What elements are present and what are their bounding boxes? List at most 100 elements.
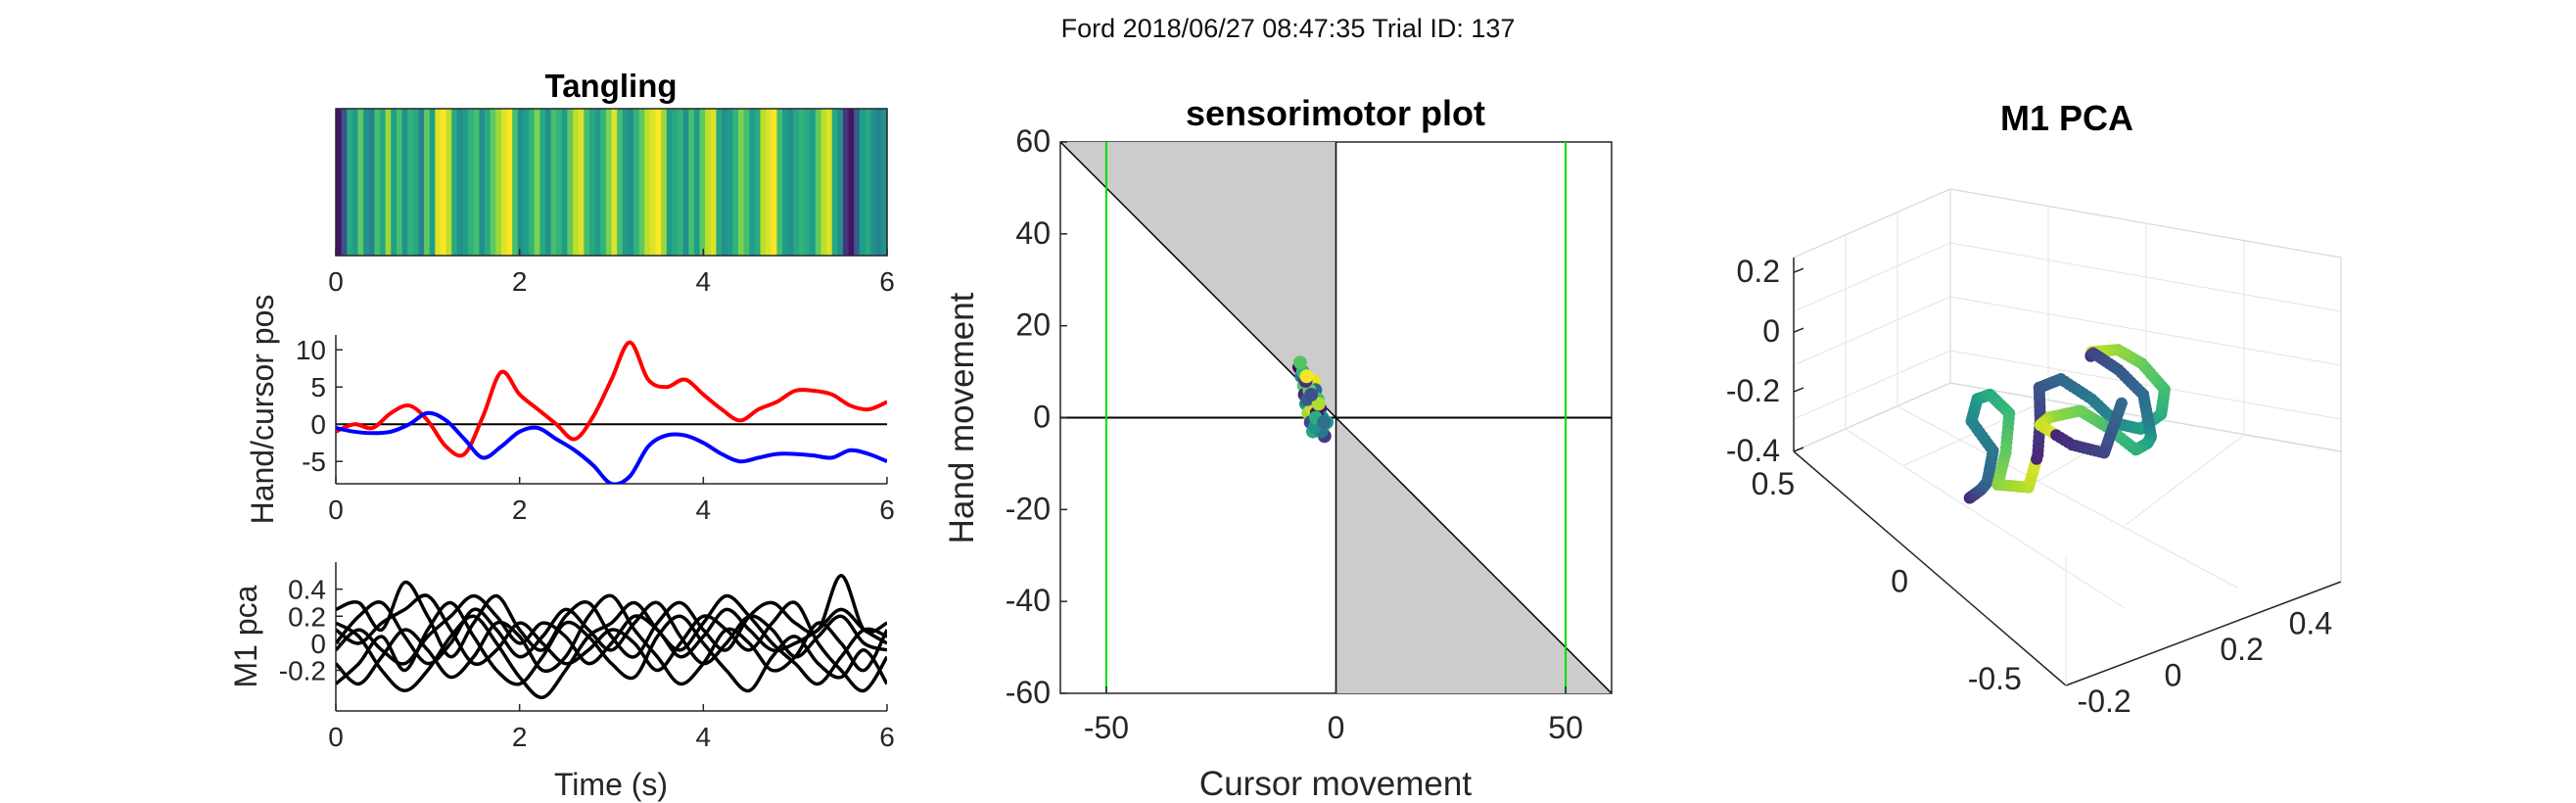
m1-pca-xtick-label-0: 0 <box>328 722 344 752</box>
hand-cursor-xtick-label-2: 4 <box>696 495 712 525</box>
m1-pca-xtick-label-2: 4 <box>696 722 712 752</box>
sensorimotor-xlabel: Cursor movement <box>1199 765 1472 803</box>
tangling-cell-99 <box>881 109 888 256</box>
tangling-cell-34 <box>523 109 530 256</box>
tangling-cell-6 <box>368 109 376 256</box>
m1-pca-series-3 <box>336 593 887 686</box>
sensorimotor-xtick-label-1: 0 <box>1328 710 1345 745</box>
tangling-cell-2 <box>347 109 353 256</box>
m1-pca-ylabel: M1 pca <box>228 585 263 687</box>
tangling-cell-89 <box>826 109 833 256</box>
tangling-cell-36 <box>534 109 540 256</box>
tangling-cell-25 <box>473 109 480 256</box>
tangling-cell-21 <box>451 109 458 256</box>
tangling-cell-38 <box>544 109 552 256</box>
tangling-cell-55 <box>638 109 645 256</box>
tangling-cell-75 <box>749 109 756 256</box>
tangling-cell-45 <box>584 109 590 256</box>
tangling-cell-11 <box>396 109 403 256</box>
tangling-cell-13 <box>407 109 414 256</box>
m1-pca-series-6 <box>336 593 887 666</box>
tangling-cell-77 <box>760 109 767 256</box>
tangling-cell-37 <box>539 109 546 256</box>
hand-cursor-ytick-label-0: -5 <box>302 447 326 477</box>
m1-pca-3d-ztick-mark-2 <box>1793 327 1804 333</box>
tangling-cell-18 <box>435 109 442 256</box>
tangling-cell-70 <box>722 109 728 256</box>
sensorimotor-point-29 <box>1292 355 1307 370</box>
tangling-cell-24 <box>468 109 475 256</box>
m1-pca-3d-xtick-label-1: 0 <box>2164 657 2181 692</box>
tangling-cell-48 <box>600 109 607 256</box>
tangling-cell-35 <box>529 109 536 256</box>
hand-cursor-ylabel: Hand/cursor pos <box>245 295 280 525</box>
tangling-cell-67 <box>705 109 712 256</box>
tangling-cell-61 <box>672 109 679 256</box>
sensorimotor-point-25 <box>1304 388 1319 402</box>
sensorimotor-ticks: -50 0 50 -60 -40 -20 0 20 40 60 <box>1006 123 1583 745</box>
m1-pca-3d-panel: M1 PCA <box>1726 98 2342 719</box>
m1-pca-series-1 <box>336 600 887 693</box>
tangling-cell-85 <box>804 109 811 256</box>
m1-pca-ytick-label-3: 0.4 <box>288 575 326 605</box>
tangling-cell-90 <box>831 109 838 256</box>
m1-pca-series-2 <box>336 600 887 666</box>
tangling-cell-87 <box>815 109 822 256</box>
sensorimotor-reference-lines <box>1060 142 1612 693</box>
hand-cursor-xtick-label-0: 0 <box>328 495 344 525</box>
tangling-cell-28 <box>490 109 496 256</box>
figure-title: Ford 2018/06/27 08:47:35 Trial ID: 137 <box>1060 14 1516 43</box>
sensorimotor-ytick-label-6: 60 <box>1015 123 1051 159</box>
m1-pca-ticks: 0 2 4 6-0.200.20.4 <box>279 575 895 752</box>
tangling-cell-59 <box>661 109 668 256</box>
m1-pca-series-4 <box>336 593 887 699</box>
sensorimotor-ytick-label-0: -60 <box>1006 675 1051 710</box>
tangling-cell-39 <box>550 109 557 256</box>
tangling-xtick-label-0: 0 <box>328 266 344 297</box>
m1-pca-trace-panel: 0 2 4 6-0.200.20.4 M1 pca Time (s) <box>228 562 895 802</box>
tangling-x-ticks: 0 2 4 6 <box>328 249 895 297</box>
tangling-cell-52 <box>622 109 629 256</box>
tangling-cell-49 <box>605 109 613 256</box>
hand-cursor-ytick-label-3: 10 <box>296 335 326 365</box>
m1-pca-ytick-label-2: 0.2 <box>288 601 326 632</box>
tangling-cell-5 <box>363 109 370 256</box>
sensorimotor-ytick-label-2: -20 <box>1006 491 1051 526</box>
tangling-cell-50 <box>611 109 618 256</box>
m1-pca-xtick-label-1: 2 <box>512 722 528 752</box>
tangling-cell-66 <box>699 109 706 256</box>
tangling-cell-76 <box>754 109 762 256</box>
tangling-cell-57 <box>649 109 657 256</box>
sensorimotor-xtick-label-2: 50 <box>1548 710 1583 745</box>
tangling-cell-97 <box>870 109 877 256</box>
hand-cursor-xtick-label-3: 6 <box>879 495 895 525</box>
m1-pca-3d-ticks: -0.4 -0.2 0 0.2 -0.5 0 0.5 -0.2 0 0.2 0.4 <box>1726 254 2332 719</box>
m1-pca-series <box>336 574 887 699</box>
sensorimotor-ytick-label-5: 40 <box>1015 215 1051 251</box>
hand-cursor-series-1 <box>336 410 887 484</box>
tangling-cell-86 <box>810 109 817 256</box>
tangling-cell-93 <box>848 109 855 256</box>
tangling-axes-box <box>335 108 888 257</box>
tangling-cell-62 <box>678 109 684 256</box>
tangling-cell-54 <box>633 109 640 256</box>
tangling-cell-58 <box>655 109 662 256</box>
sensorimotor-point-28 <box>1317 415 1332 430</box>
m1-pca-3d-points <box>1963 344 2171 504</box>
sensorimotor-ytick-label-1: -40 <box>1006 583 1051 618</box>
tangling-cell-4 <box>357 109 364 256</box>
tangling-cell-95 <box>859 109 866 256</box>
tangling-cell-17 <box>429 109 436 256</box>
m1-pca-ytick-label-1: 0 <box>310 629 326 659</box>
tangling-cell-3 <box>351 109 359 256</box>
hand-cursor-ytick-label-2: 5 <box>310 372 326 402</box>
tangling-xtick-label-2: 4 <box>696 266 712 297</box>
m1-pca-3d-ztick-mark-3 <box>1793 267 1804 273</box>
sensorimotor-point-24 <box>1311 397 1326 411</box>
tangling-cell-74 <box>743 109 750 256</box>
tangling-cell-8 <box>380 109 387 256</box>
sensorimotor-xtick-label-0: -50 <box>1084 710 1129 745</box>
sensorimotor-panel: sensorimotor plot -50 0 50 -60 -40 -20 0 20 40 60… <box>943 93 1613 803</box>
tangling-cell-91 <box>837 109 844 256</box>
